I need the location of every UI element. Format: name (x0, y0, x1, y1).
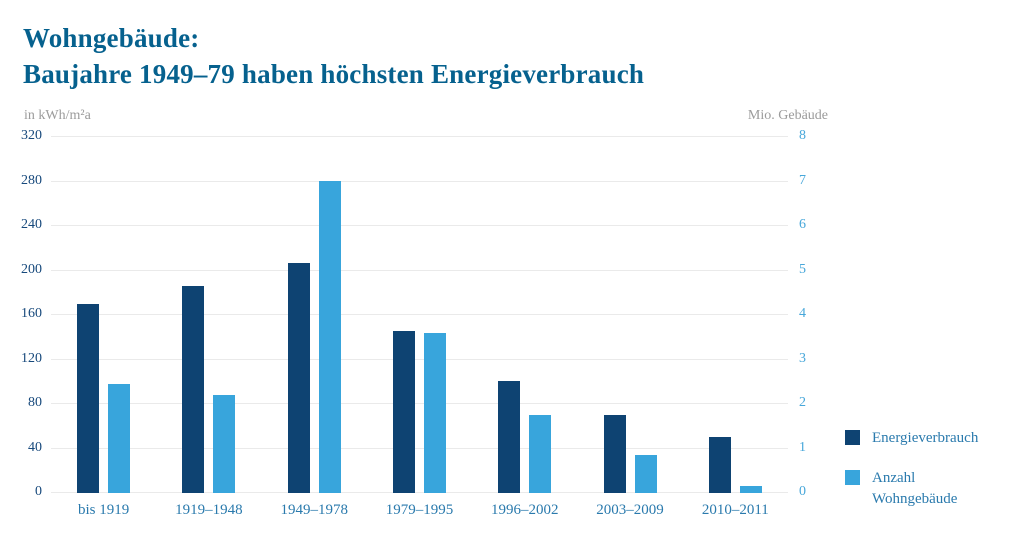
category-label: 1949–1978 (280, 502, 348, 518)
category-label: 1919–1948 (175, 502, 243, 518)
bar-anzahl-wohngeb-ude (213, 395, 236, 493)
left-axis-tick: 80 (28, 395, 42, 410)
legend-item-energieverbrauch: Energieverbrauch (845, 428, 1013, 449)
right-axis-tick: 0 (799, 484, 806, 499)
legend-swatch-light (845, 470, 860, 485)
bar-energieverbrauch (77, 304, 100, 493)
bar-group: 1979–1995 (386, 137, 453, 518)
category-label: 1996–2002 (491, 502, 559, 518)
gridline (51, 136, 788, 137)
right-axis-tick: 7 (799, 173, 806, 188)
bar-groups: bis 1919 1919–1948 1949–1978 1979–1995 1996–… (51, 137, 788, 518)
left-axis-tick: 160 (21, 306, 42, 321)
right-axis-tick: 1 (799, 440, 806, 455)
bar-anzahl-wohngeb-ude (529, 415, 552, 493)
legend-label-energieverbrauch: Energieverbrauch (872, 430, 979, 446)
chart-title: Wohngebäude: Baujahre 1949–79 haben höch… (0, 0, 1025, 92)
bar-anzahl-wohngeb-ude (634, 455, 657, 493)
right-axis-unit-label: Mio. Gebäude (747, 108, 828, 123)
axis-unit-row: in kWh/m²a Mio. Gebäude (0, 108, 828, 124)
legend-item-anzahl-wohngebaeude: Anzahl Wohngebäude (845, 468, 1013, 510)
bar-energieverbrauch (603, 415, 626, 493)
right-axis-tick: 4 (799, 306, 806, 321)
gridline (51, 225, 788, 226)
chart-title-line1: Wohngebäude: (23, 23, 200, 53)
left-axis-tick: 0 (35, 484, 42, 499)
chart-title-line2: Baujahre 1949–79 haben höchsten Energiev… (23, 59, 645, 89)
bar-anzahl-wohngeb-ude (318, 181, 341, 493)
bar-energieverbrauch (708, 437, 731, 493)
right-axis-tick: 5 (799, 262, 806, 277)
bar-energieverbrauch (182, 286, 205, 493)
left-axis-tick: 320 (21, 128, 42, 143)
bar-group: bis 1919 (77, 137, 131, 518)
right-axis-tick: 8 (799, 128, 806, 143)
left-axis: 320 280 240 200 160 120 80 40 0 (0, 128, 48, 499)
category-label: 2003–2009 (596, 502, 664, 518)
category-label: 1979–1995 (385, 502, 454, 518)
bar-group: 2010–2011 (702, 137, 769, 518)
gridline (51, 314, 788, 315)
gridline (51, 403, 788, 404)
chart-body: 320 280 240 200 160 120 80 40 0 bis 1919 1919–194… (0, 128, 829, 518)
bar-anzahl-wohngeb-ude (423, 333, 446, 493)
right-axis-tick: 3 (799, 351, 806, 366)
bar-energieverbrauch (498, 381, 521, 493)
bar-anzahl-wohngeb-ude (108, 384, 131, 493)
bar-chart: in kWh/m²a Mio. Gebäude 320 280 240 200 160 1… (0, 108, 829, 518)
gridline (51, 492, 788, 493)
gridline (51, 270, 788, 271)
right-axis-tick: 6 (799, 217, 806, 232)
gridline (51, 359, 788, 360)
gridline (51, 448, 788, 449)
left-axis-tick: 40 (28, 440, 42, 455)
bar-group: 1996–2002 (491, 137, 559, 518)
category-label: bis 1919 (78, 502, 130, 518)
plot-area: bis 1919 1919–1948 1949–1978 1979–1995 1996–… (51, 136, 788, 518)
bar-energieverbrauch (392, 331, 415, 493)
bar-anzahl-wohngeb-ude (739, 486, 762, 493)
left-axis-tick: 200 (21, 262, 42, 277)
legend-label-anzahl-wohngebaeude: Anzahl Wohngebäude (872, 470, 958, 507)
category-label: 2010–2011 (701, 502, 769, 518)
right-axis: 8 7 6 5 4 3 2 1 0 (791, 128, 829, 499)
legend-swatch-dark (845, 430, 860, 445)
bar-group: 1919–1948 (175, 137, 243, 518)
left-axis-tick: 120 (21, 351, 42, 366)
left-axis-unit-label: in kWh/m²a (24, 108, 91, 123)
left-axis-tick: 240 (21, 217, 42, 232)
bar-group: 1949–1978 (280, 137, 348, 518)
right-axis-tick: 2 (799, 395, 806, 410)
bar-energieverbrauch (287, 263, 310, 493)
left-axis-tick: 280 (21, 173, 42, 188)
bar-group: 2003–2009 (596, 137, 664, 518)
gridline (51, 181, 788, 182)
legend: Energieverbrauch Anzahl Wohngebäude (845, 428, 1013, 529)
